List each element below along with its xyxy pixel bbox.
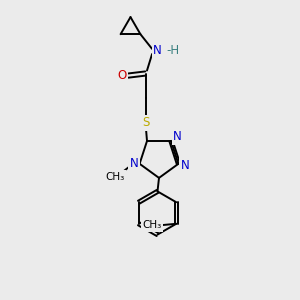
Text: N: N	[173, 130, 182, 143]
Text: N: N	[130, 157, 139, 170]
Text: CH₃: CH₃	[142, 220, 162, 230]
Text: N: N	[153, 44, 162, 57]
Text: CH₃: CH₃	[105, 172, 124, 182]
Text: S: S	[142, 116, 149, 130]
Text: -H: -H	[167, 44, 180, 57]
Text: O: O	[117, 69, 126, 82]
Text: N: N	[181, 159, 189, 172]
